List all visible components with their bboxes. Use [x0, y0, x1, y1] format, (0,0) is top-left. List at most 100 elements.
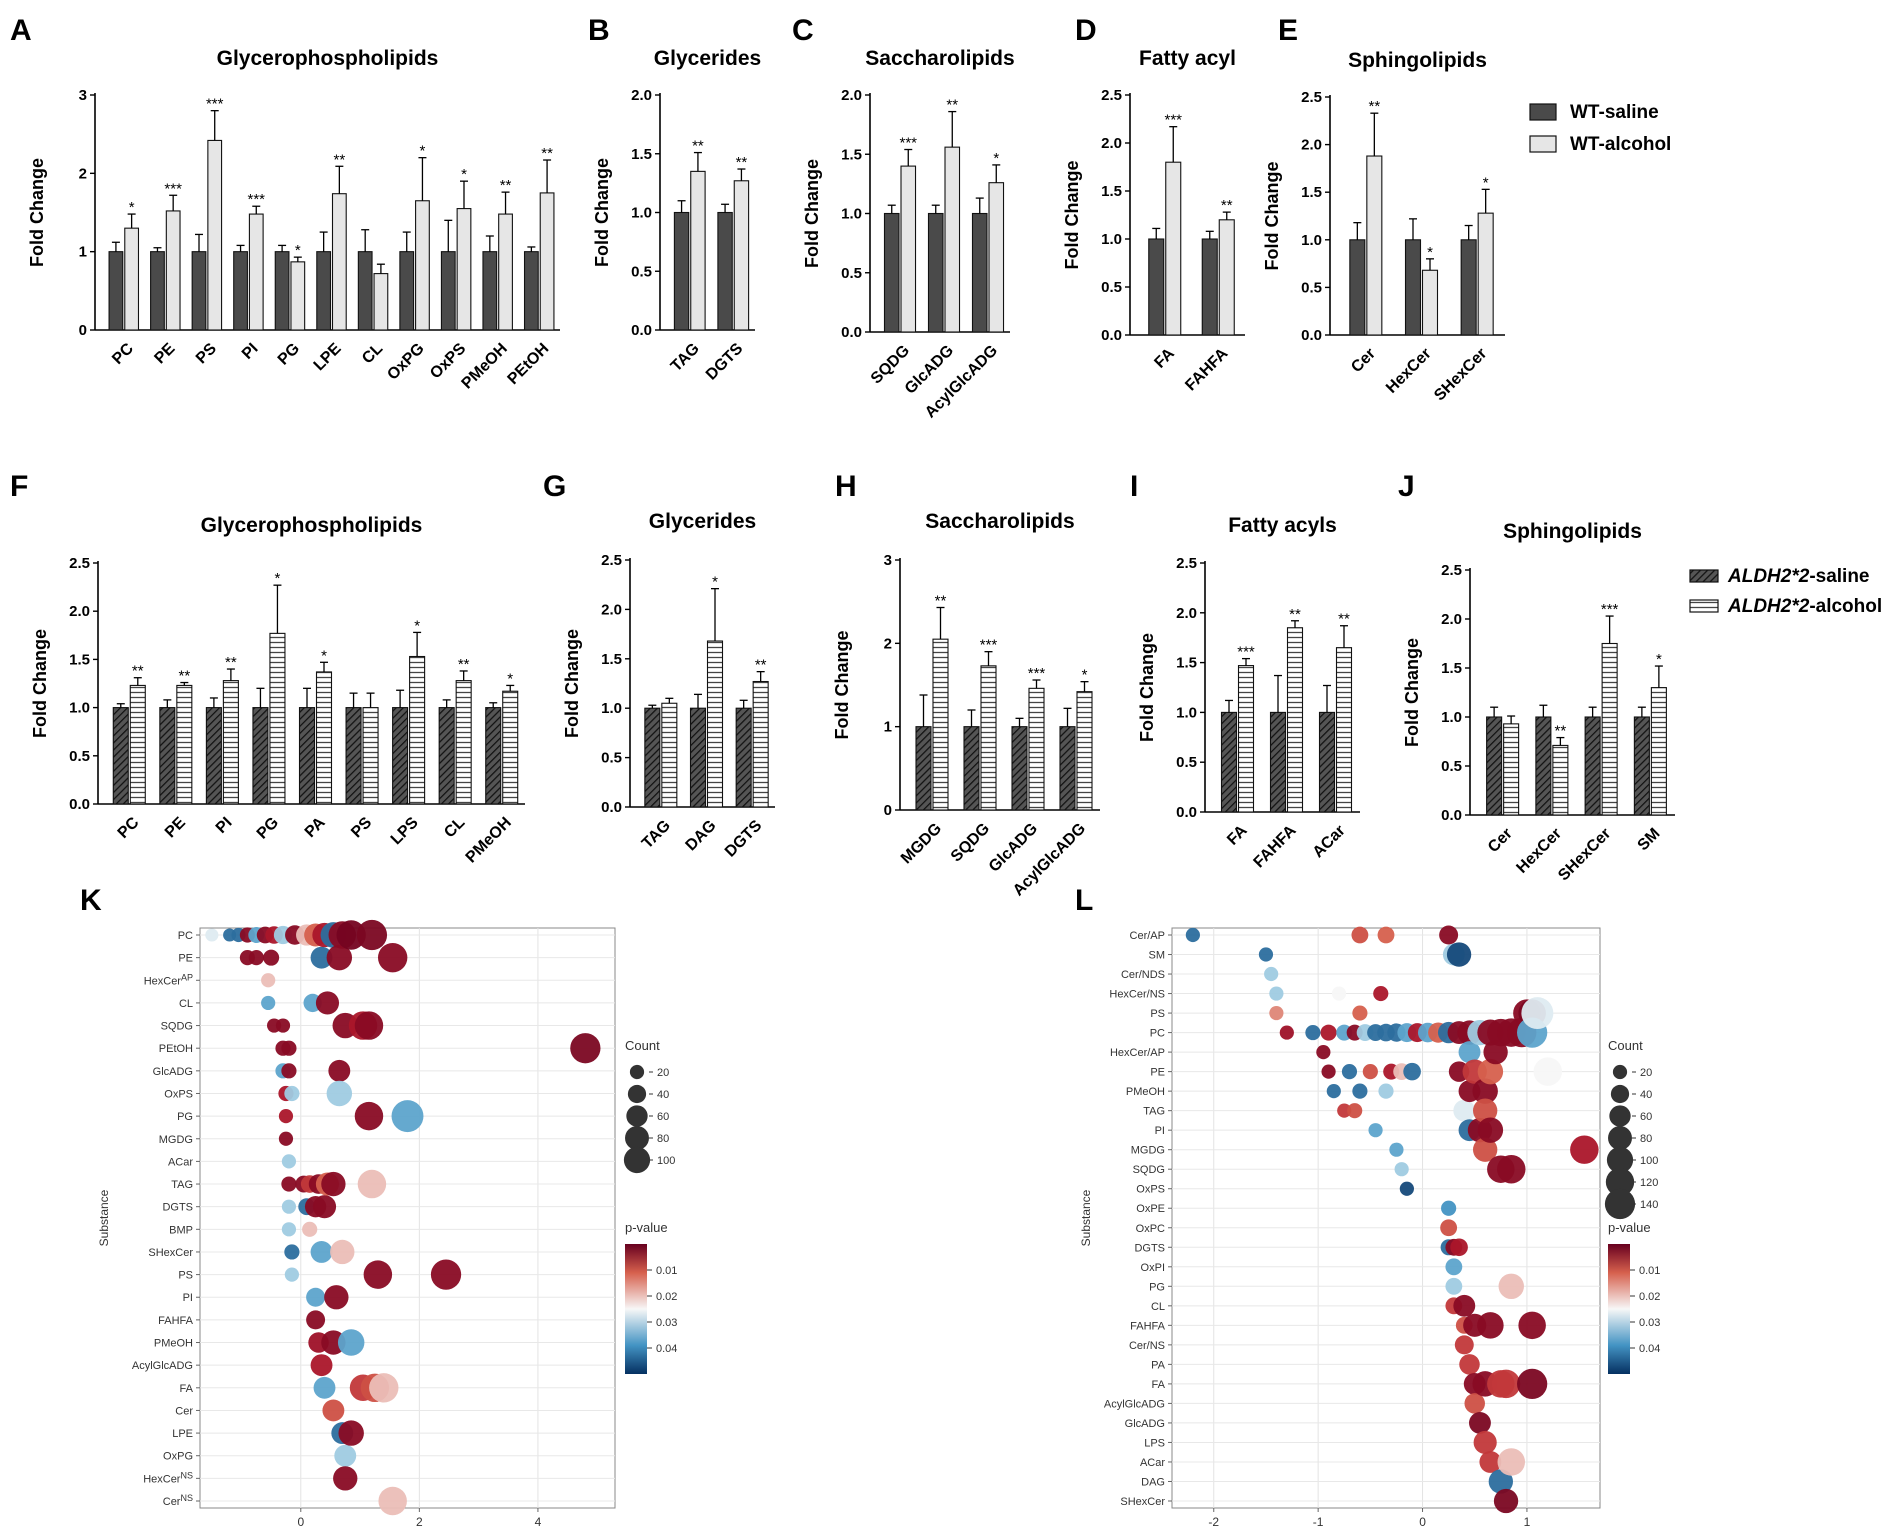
- bar-C-AcylGlcADG-saline: [971, 212, 988, 333]
- bubble-L-HexCer/NS: [1373, 985, 1389, 1002]
- p-legend-label-L: 0.02: [1639, 1291, 1660, 1303]
- bar-C-SQDG-alcohol: [900, 165, 917, 333]
- bar-H-GlcADG-saline: [1011, 726, 1028, 811]
- y-tick-label-J: 2.0: [1441, 611, 1462, 628]
- category-name: MGDG: [159, 1134, 193, 1146]
- bubble-L-PMeOH: [1378, 1083, 1394, 1099]
- bar-B-TAG-saline: [673, 211, 690, 331]
- significance-A-PS: ***: [206, 96, 224, 113]
- bubble-L-PMeOH: [1326, 1084, 1341, 1099]
- bubble-K-SHexCer: [310, 1241, 333, 1263]
- y-tick-label-K: CerNS: [163, 1493, 193, 1508]
- y-tick-label-L: AcylGlcADG: [1104, 1398, 1165, 1410]
- bubble-L-Cer/AP: [1377, 926, 1395, 944]
- legend-label-E-0: WT-saline: [1570, 102, 1659, 123]
- count-legend-dot-L: [1606, 1146, 1634, 1174]
- bar-D-FA-alcohol: [1165, 161, 1182, 336]
- bubble-K-PE: [248, 950, 264, 966]
- x-tick-label-D: FAHFA: [1182, 345, 1231, 394]
- bar-I-FA-saline: [1220, 711, 1238, 813]
- legend-swatch-E-1: [1529, 135, 1557, 153]
- category-name: HexCer: [143, 1473, 181, 1485]
- x-tick-label-A: PE: [151, 340, 178, 367]
- category-name: Cer/AP: [1130, 930, 1165, 942]
- category-name: LPS: [1144, 1437, 1165, 1449]
- chart-B: B Glycerides 0.0 0.5 1.0 1.5 2.0 Fold Change ** T…: [588, 14, 761, 384]
- bubble-L-FAHFA: [1518, 1311, 1546, 1340]
- bubble-L-PE: [1533, 1057, 1563, 1086]
- count-legend-label-L: 40: [1640, 1089, 1652, 1101]
- category-name: PE: [1150, 1067, 1165, 1079]
- bar-C-GlcADG-alcohol: [944, 146, 961, 333]
- bubble-K-PI: [306, 1287, 326, 1307]
- chart-K: K0 2 4PCPEHexCerAPCLSQDGPEtOHGlcADGOxPSPGM…: [80, 884, 677, 1529]
- bar-J-SHexCer-alcohol: [1601, 642, 1618, 816]
- count-legend-dot-K: [623, 1146, 651, 1174]
- bar-F-PG-alcohol: [269, 632, 286, 805]
- bar-I-FAHFA-saline: [1269, 711, 1287, 813]
- bubble-L-CL: [1453, 1294, 1476, 1317]
- category-name: SHexCer: [1120, 1496, 1165, 1508]
- legend-condition: -saline: [1809, 566, 1869, 587]
- y-tick-label-A: 2: [79, 165, 87, 182]
- count-legend-dot-K: [626, 1105, 648, 1127]
- category-name: SHexCer: [148, 1247, 193, 1259]
- bar-G-TAG-saline: [644, 707, 661, 808]
- y-tick-label-G: 2.5: [601, 552, 622, 569]
- y-tick-label-G: 1.5: [601, 651, 622, 668]
- bubble-K-AcylGlcADG: [310, 1354, 333, 1377]
- bubble-L-AcylGlcADG: [1464, 1393, 1485, 1414]
- significance-H-AcylGlcADG: *: [1082, 667, 1088, 684]
- bar-A-OxPS-saline: [440, 251, 456, 331]
- bar-A-PC-alcohol: [124, 227, 140, 331]
- significance-I-FA: ***: [1237, 644, 1255, 661]
- category-name: PG: [1149, 1281, 1165, 1293]
- bubble-L-DGTS: [1450, 1238, 1468, 1257]
- significance-F-CL: **: [458, 656, 470, 673]
- y-tick-label-E: 1.5: [1301, 184, 1322, 201]
- bar-A-PEtOH-saline: [523, 251, 539, 331]
- y-tick-label-J: 1.5: [1441, 660, 1462, 677]
- significance-F-PC: **: [132, 663, 144, 680]
- y-tick-label-I: 1.0: [1176, 704, 1197, 721]
- bar-A-PEtOH-alcohol: [539, 192, 555, 331]
- y-tick-label-K: Cer: [175, 1405, 193, 1417]
- bubble-L-HexCer/NS: [1331, 986, 1347, 1001]
- category-name: PS: [178, 1270, 193, 1282]
- p-legend-label-L: 0.03: [1639, 1317, 1660, 1329]
- y-tick-label-F: 0.5: [69, 748, 90, 765]
- y-axis-label-G: Fold Change: [562, 629, 582, 738]
- bubble-L-TAG: [1337, 1103, 1352, 1118]
- x-tick-label-F: CL: [441, 814, 468, 841]
- significance-A-PI: ***: [248, 191, 266, 208]
- significance-D-FAHFA: **: [1221, 197, 1233, 214]
- count-legend-dot-K: [625, 1126, 649, 1150]
- y-tick-label-A: 3: [79, 87, 87, 104]
- bubble-L-FA: [1517, 1368, 1548, 1400]
- bubble-K-TAG: [321, 1171, 346, 1197]
- bubble-L-PA: [1459, 1354, 1480, 1375]
- x-tick-label-L: -2: [1208, 1515, 1219, 1529]
- bar-F-PMeOH-alcohol: [502, 690, 519, 805]
- x-tick-label-A: PI: [239, 340, 262, 363]
- y-tick-label-J: 0.0: [1441, 807, 1462, 824]
- x-tick-label-F: PMeOH: [463, 814, 515, 866]
- bubble-K-SHexCer: [284, 1244, 300, 1260]
- significance-F-PMeOH: *: [507, 670, 513, 687]
- count-legend-label-K: 100: [657, 1155, 675, 1167]
- y-tick-label-J: 1.0: [1441, 709, 1462, 726]
- bar-G-TAG-alcohol: [661, 702, 678, 808]
- y-tick-label-L: OxPS: [1136, 1184, 1165, 1196]
- panel-letter-L: L: [1075, 884, 1093, 917]
- bar-C-GlcADG-saline: [927, 212, 944, 333]
- category-name: ACar: [1140, 1457, 1165, 1469]
- y-tick-label-L: SQDG: [1133, 1164, 1165, 1176]
- bubble-K-PS: [430, 1259, 462, 1290]
- category-name: Cer: [175, 1405, 193, 1417]
- y-tick-label-K: BMP: [169, 1224, 193, 1236]
- x-tick-label-A: CL: [359, 340, 386, 367]
- bar-A-LPE-alcohol: [331, 193, 347, 331]
- category-name: BMP: [169, 1224, 193, 1236]
- bubble-L-TAG: [1473, 1098, 1498, 1123]
- y-tick-label-D: 1.5: [1101, 183, 1122, 200]
